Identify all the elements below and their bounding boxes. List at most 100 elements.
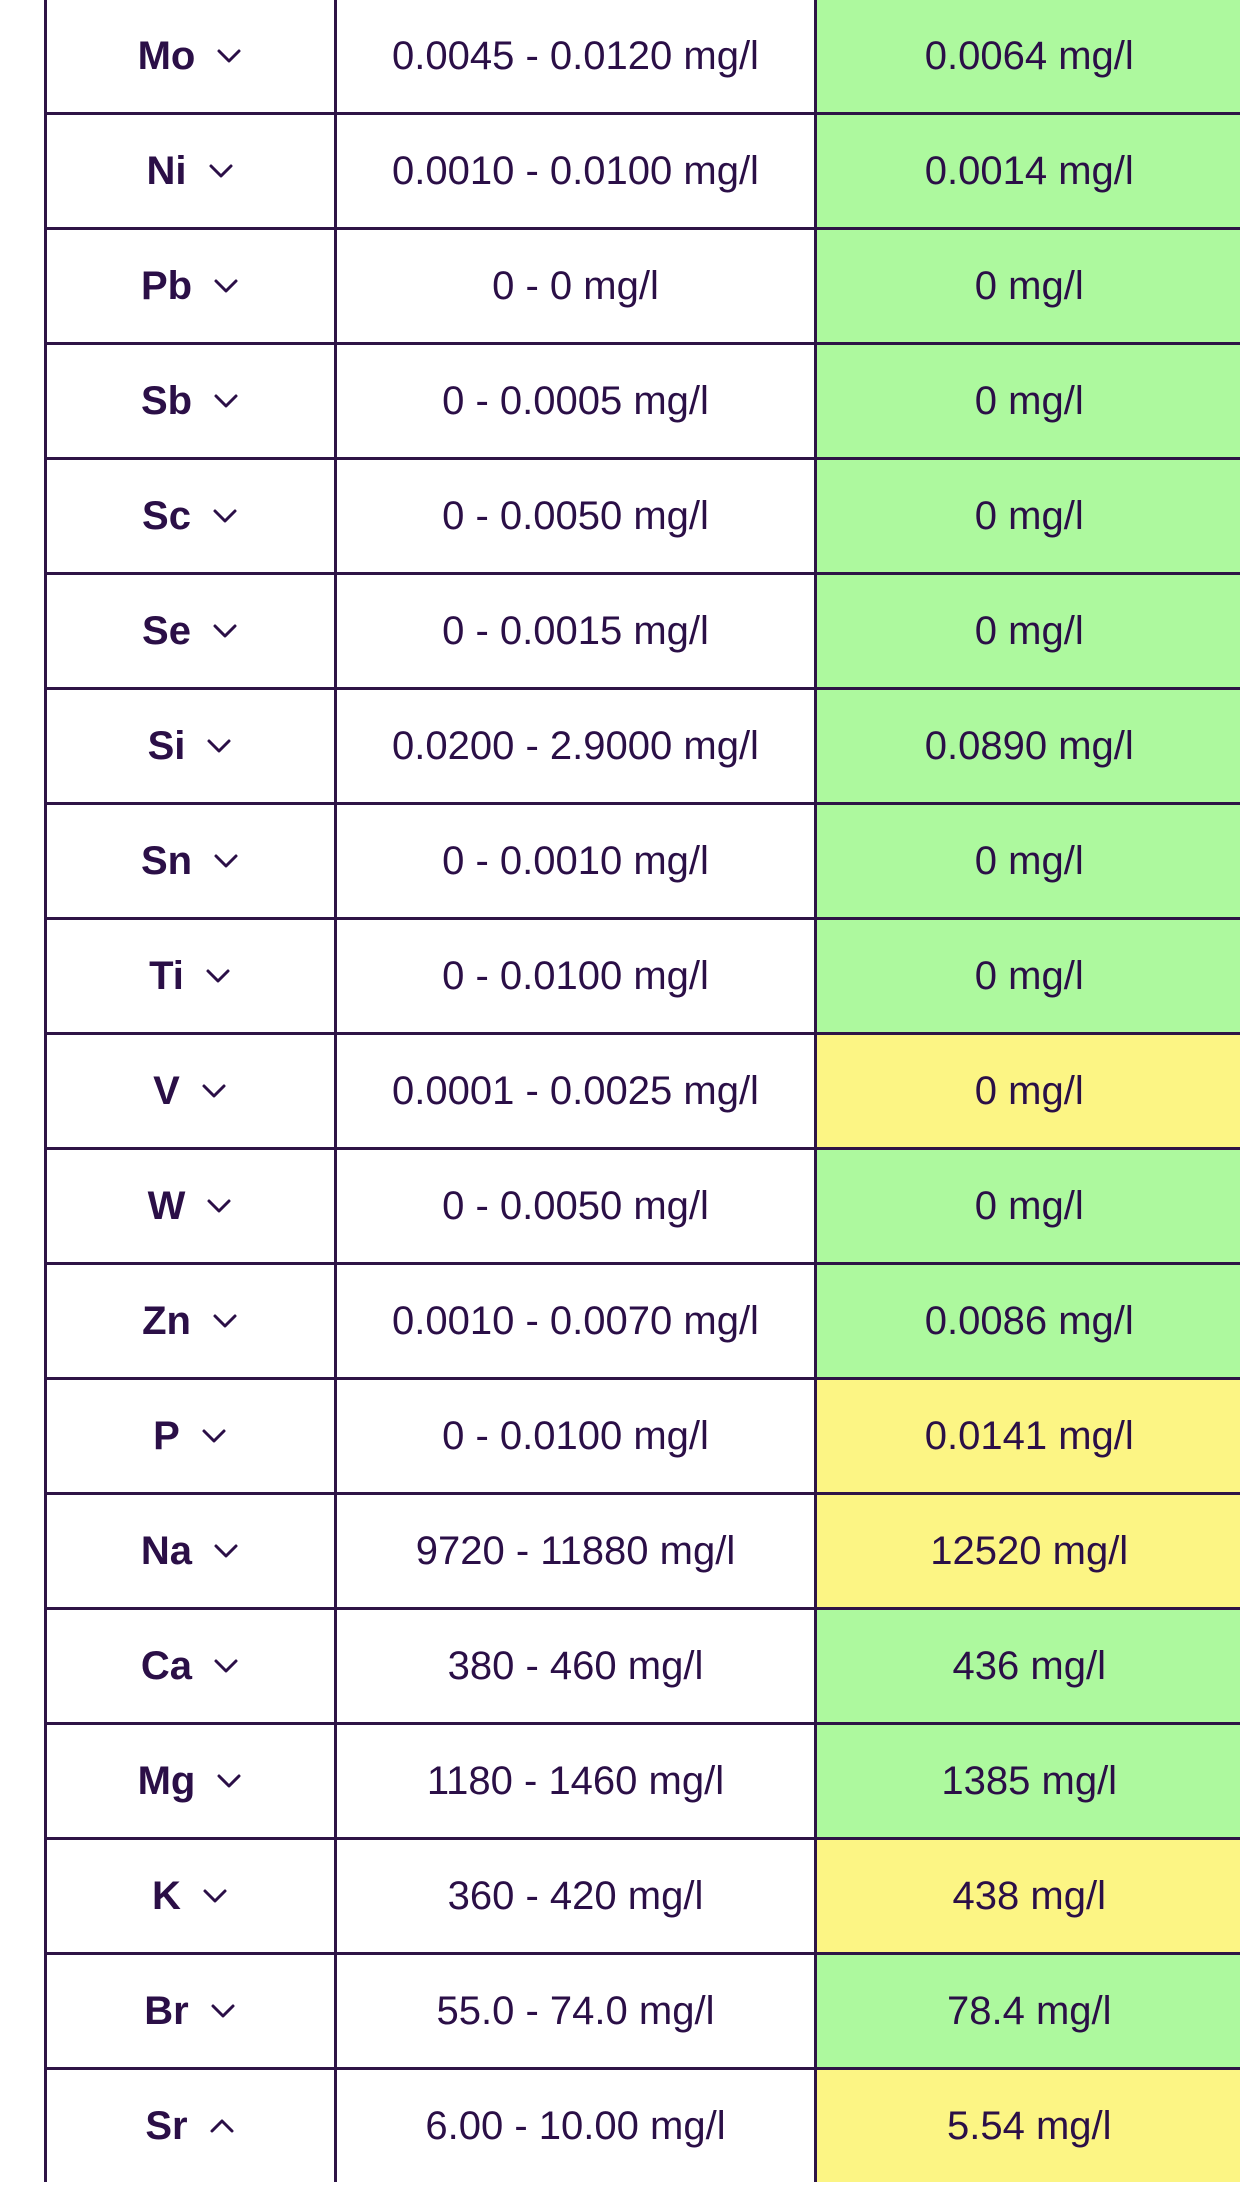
measured-value: 0 mg/l [814, 1147, 1240, 1265]
element-toggle-na[interactable]: Na [44, 1492, 337, 1610]
measured-value: 0.0890 mg/l [814, 687, 1240, 805]
element-label-group: Sr [145, 2104, 235, 2149]
reference-range: 0 - 0.0010 mg/l [334, 802, 817, 920]
chevron-down-icon[interactable] [212, 847, 240, 875]
element-symbol: Ca [140, 1643, 193, 1688]
element-toggle-ca[interactable]: Ca [44, 1607, 337, 1725]
table-row: Br 55.0 - 74.0 mg/l 78.4 mg/l [44, 1952, 1240, 2070]
element-toggle-br[interactable]: Br [44, 1952, 337, 2070]
measured-value: 0 mg/l [814, 802, 1240, 920]
table-row: Se 0 - 0.0015 mg/l 0 mg/l [44, 572, 1240, 690]
element-symbol: Mo [137, 33, 196, 78]
table-row: Ca 380 - 460 mg/l 436 mg/l [44, 1607, 1240, 1725]
element-toggle-w[interactable]: W [44, 1147, 337, 1265]
element-symbol: W [147, 1183, 186, 1228]
element-toggle-sb[interactable]: Sb [44, 342, 337, 460]
element-toggle-p[interactable]: P [44, 1377, 337, 1495]
reference-range: 0 - 0.0050 mg/l [334, 457, 817, 575]
measured-value: 436 mg/l [814, 1607, 1240, 1725]
chevron-down-icon[interactable] [205, 732, 233, 760]
chevron-down-icon[interactable] [201, 1882, 229, 1910]
element-label-group: Mg [138, 1759, 244, 1804]
table-row: Ti 0 - 0.0100 mg/l 0 mg/l [44, 917, 1240, 1035]
measured-value: 0.0141 mg/l [814, 1377, 1240, 1495]
chevron-down-icon[interactable] [212, 387, 240, 415]
chevron-down-icon[interactable] [211, 1307, 239, 1335]
measured-value: 1385 mg/l [814, 1722, 1240, 1840]
element-toggle-zn[interactable]: Zn [44, 1262, 337, 1380]
element-toggle-sr[interactable]: Sr [44, 2067, 337, 2182]
chevron-down-icon[interactable] [212, 1652, 240, 1680]
table-row: Ni 0.0010 - 0.0100 mg/l 0.0014 mg/l [44, 112, 1240, 230]
element-label-group: Si [148, 724, 234, 769]
chevron-down-icon[interactable] [207, 157, 235, 185]
element-toggle-mo[interactable]: Mo [44, 0, 337, 115]
measured-value: 438 mg/l [814, 1837, 1240, 1955]
element-label-group: K [152, 1874, 229, 1919]
element-toggle-si[interactable]: Si [44, 687, 337, 805]
element-toggle-pb[interactable]: Pb [44, 227, 337, 345]
element-symbol: Si [147, 723, 186, 768]
element-symbol: Ti [149, 953, 184, 998]
chevron-down-icon[interactable] [211, 502, 239, 530]
element-symbol: Zn [142, 1298, 191, 1343]
measured-value: 0 mg/l [814, 342, 1240, 460]
element-label-group: Sc [142, 494, 239, 539]
measured-value: 5.54 mg/l [814, 2067, 1240, 2182]
element-label-group: Zn [142, 1299, 239, 1344]
element-symbol: Sb [140, 378, 193, 423]
element-label-group: Ca [141, 1644, 240, 1689]
measured-value: 0.0014 mg/l [814, 112, 1240, 230]
measured-value: 0.0086 mg/l [814, 1262, 1240, 1380]
element-label-group: Se [142, 609, 239, 654]
table-row: Na 9720 - 11880 mg/l 12520 mg/l [44, 1492, 1240, 1610]
chevron-down-icon[interactable] [209, 1997, 237, 2025]
reference-range: 0 - 0.0100 mg/l [334, 1377, 817, 1495]
reference-range: 6.00 - 10.00 mg/l [334, 2067, 817, 2182]
reference-range: 55.0 - 74.0 mg/l [334, 1952, 817, 2070]
element-toggle-mg[interactable]: Mg [44, 1722, 337, 1840]
results-table-container: Mo 0.0045 - 0.0120 mg/l 0.0064 mg/l Ni 0.001… [44, 0, 1240, 2182]
chevron-down-icon[interactable] [212, 1537, 240, 1565]
table-body: Mo 0.0045 - 0.0120 mg/l 0.0064 mg/l Ni 0.001… [44, 0, 1240, 2182]
chevron-down-icon[interactable] [211, 617, 239, 645]
element-toggle-k[interactable]: K [44, 1837, 337, 1955]
reference-range: 0 - 0.0015 mg/l [334, 572, 817, 690]
element-toggle-v[interactable]: V [44, 1032, 337, 1150]
reference-range: 0 - 0.0100 mg/l [334, 917, 817, 1035]
chevron-down-icon[interactable] [200, 1422, 228, 1450]
chevron-down-icon[interactable] [212, 272, 240, 300]
table-row: V 0.0001 - 0.0025 mg/l 0 mg/l [44, 1032, 1240, 1150]
table-row: K 360 - 420 mg/l 438 mg/l [44, 1837, 1240, 1955]
table-row: W 0 - 0.0050 mg/l 0 mg/l [44, 1147, 1240, 1265]
table-row: Sb 0 - 0.0005 mg/l 0 mg/l [44, 342, 1240, 460]
table-row: Mg 1180 - 1460 mg/l 1385 mg/l [44, 1722, 1240, 1840]
table-row: Sc 0 - 0.0050 mg/l 0 mg/l [44, 457, 1240, 575]
chevron-up-icon[interactable] [208, 2112, 236, 2140]
table-row: Mo 0.0045 - 0.0120 mg/l 0.0064 mg/l [44, 0, 1240, 115]
measured-value: 0 mg/l [814, 227, 1240, 345]
reference-range: 0.0001 - 0.0025 mg/l [334, 1032, 817, 1150]
measured-value: 78.4 mg/l [814, 1952, 1240, 2070]
element-label-group: W [148, 1184, 234, 1229]
element-label-group: Sn [141, 839, 240, 884]
element-toggle-sn[interactable]: Sn [44, 802, 337, 920]
element-symbol: Sc [142, 493, 191, 538]
element-label-group: Sb [141, 379, 240, 424]
chevron-down-icon[interactable] [200, 1077, 228, 1105]
reference-range: 0 - 0.0050 mg/l [334, 1147, 817, 1265]
chevron-down-icon[interactable] [215, 42, 243, 70]
reference-range: 0.0045 - 0.0120 mg/l [334, 0, 817, 115]
reference-range: 360 - 420 mg/l [334, 1837, 817, 1955]
element-toggle-sc[interactable]: Sc [44, 457, 337, 575]
element-toggle-ti[interactable]: Ti [44, 917, 337, 1035]
chevron-down-icon[interactable] [205, 1192, 233, 1220]
element-symbol: Se [142, 608, 191, 653]
chevron-down-icon[interactable] [215, 1767, 243, 1795]
chevron-down-icon[interactable] [204, 962, 232, 990]
element-symbol: Sr [145, 2103, 188, 2148]
element-symbol: P [153, 1413, 180, 1458]
element-toggle-ni[interactable]: Ni [44, 112, 337, 230]
element-toggle-se[interactable]: Se [44, 572, 337, 690]
element-label-group: V [153, 1069, 228, 1114]
